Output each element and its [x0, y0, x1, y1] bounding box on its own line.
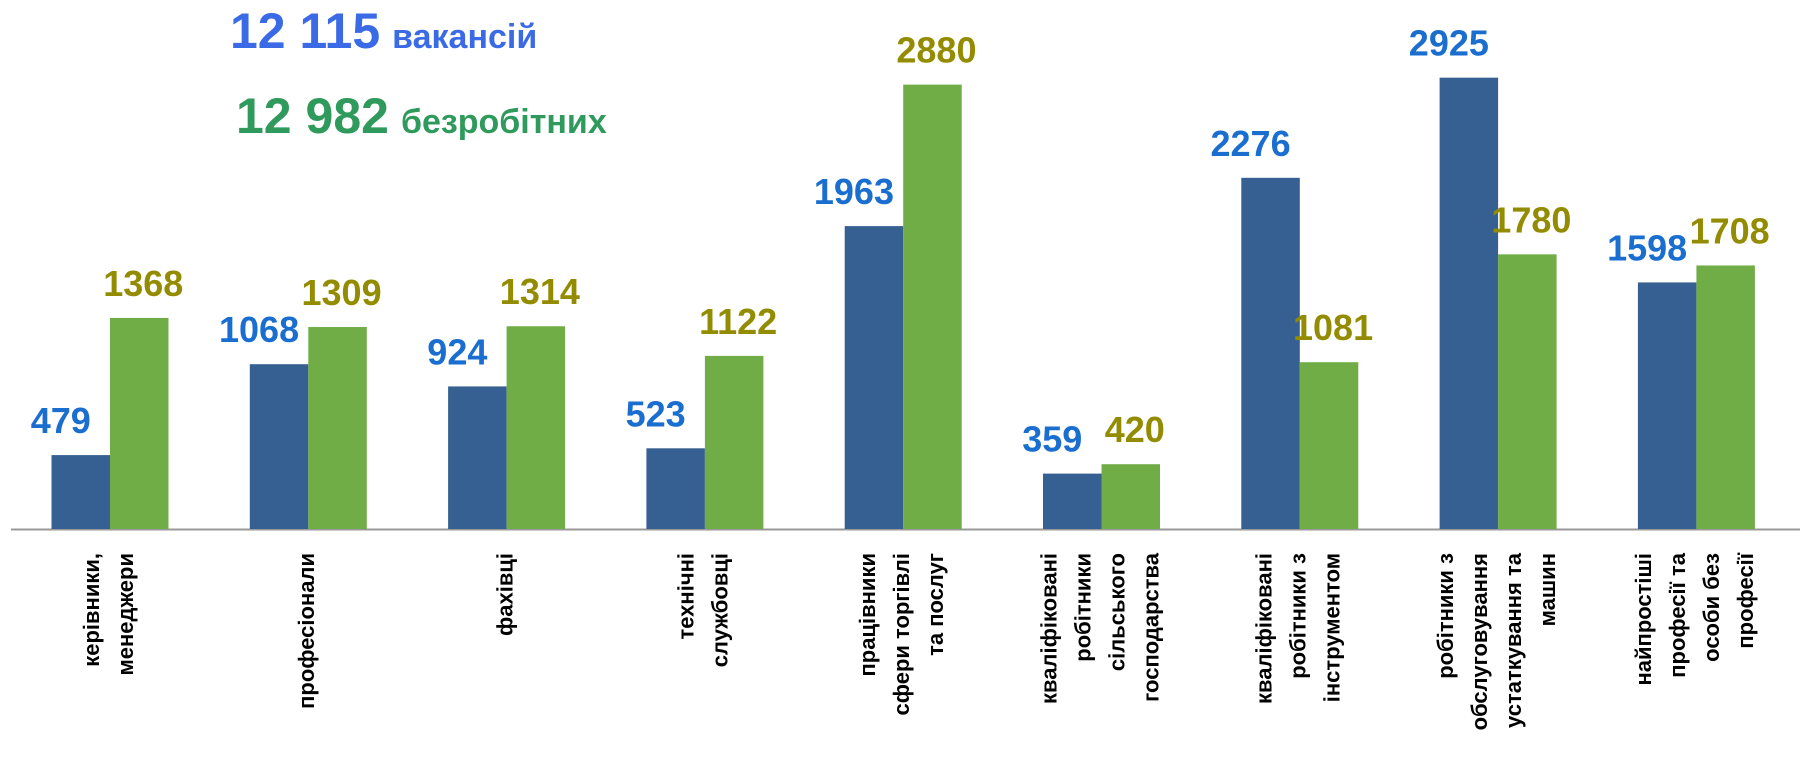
value-label: 1068 [219, 309, 299, 350]
bar [1439, 77, 1499, 530]
value-label: 359 [1022, 419, 1082, 460]
legend-name: вакансій [392, 18, 537, 56]
value-label: 1309 [302, 272, 382, 313]
value-label: 1122 [699, 301, 777, 342]
legend-entry: 12 115 вакансій [230, 3, 537, 59]
bar [1637, 282, 1697, 529]
x-tick-label: фахівці [492, 553, 517, 636]
value-label: 1598 [1607, 227, 1687, 268]
x-tick-label: робітники з [1286, 553, 1311, 679]
x-tick-label: менеджери [113, 553, 138, 676]
value-label: 420 [1105, 409, 1165, 450]
value-label: 479 [31, 400, 91, 441]
bar [844, 226, 904, 529]
bar [1299, 362, 1359, 529]
x-tick-label: професіонали [294, 553, 319, 709]
bar [704, 355, 764, 529]
x-tick-label: кваліфіковані [1252, 553, 1277, 704]
value-label: 2925 [1409, 23, 1489, 64]
bar [308, 327, 367, 529]
x-tick-label: найпростіші [1631, 553, 1656, 686]
x-tick-label: обслуговування [1467, 553, 1492, 730]
x-tick-label: інструментом [1320, 553, 1345, 702]
value-label: 1368 [103, 263, 183, 304]
bar [1043, 473, 1102, 529]
value-label: 2276 [1211, 123, 1291, 164]
bar [249, 364, 309, 529]
legend-total: 12 115 [230, 3, 380, 59]
x-tick-label: технічні [674, 553, 699, 640]
x-tick-label: працівники [855, 553, 880, 676]
x-tick-label: машин [1535, 553, 1560, 626]
value-label: 523 [626, 393, 686, 434]
x-tick-label: професії та [1665, 552, 1690, 677]
x-tick-label: особи без [1699, 553, 1724, 662]
value-label: 1780 [1491, 199, 1571, 240]
bar [903, 84, 962, 529]
bar [1101, 464, 1160, 529]
x-tick-label: професії [1733, 552, 1758, 648]
bar [646, 448, 705, 529]
value-label: 2880 [896, 30, 976, 71]
x-tick-label: та послуг [923, 553, 948, 656]
value-label: 1963 [814, 171, 894, 212]
value-label: 1314 [500, 271, 580, 312]
x-tick-label: робітники [1070, 553, 1095, 662]
value-label: 1081 [1293, 307, 1373, 348]
legend-entry: 12 982 безробітних [236, 88, 607, 144]
x-tick-label: сфери торгівлі [889, 553, 914, 715]
x-tick-label: робітники з [1433, 553, 1458, 679]
value-label: 1708 [1690, 210, 1770, 251]
x-tick-label: устаткування та [1501, 552, 1526, 728]
bar [506, 326, 566, 529]
bar [110, 317, 169, 529]
x-tick-label: сільського [1104, 553, 1129, 671]
bar [1498, 254, 1557, 529]
legend-total: 12 982 [236, 88, 389, 144]
x-tick-label: кваліфіковані [1036, 553, 1061, 704]
x-tick-label: керівники, [79, 553, 104, 667]
legend-name: безробітних [401, 103, 607, 141]
x-tick-label: службовці [708, 553, 733, 667]
bar [1696, 265, 1755, 529]
bar [51, 455, 110, 529]
value-label: 924 [427, 331, 487, 372]
x-tick-label: господарства [1138, 552, 1163, 702]
bar [1241, 177, 1300, 529]
bar [448, 386, 507, 529]
